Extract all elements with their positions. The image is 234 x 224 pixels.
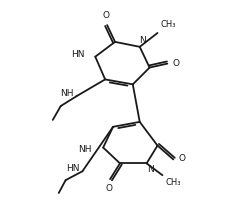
Text: N: N <box>139 36 146 45</box>
Text: O: O <box>103 11 110 20</box>
Text: CH₃: CH₃ <box>165 178 181 187</box>
Text: HN: HN <box>66 164 80 173</box>
Text: HN: HN <box>71 50 84 59</box>
Text: N: N <box>147 165 154 174</box>
Text: O: O <box>178 154 185 163</box>
Text: O: O <box>106 184 113 193</box>
Text: CH₃: CH₃ <box>161 20 176 29</box>
Text: O: O <box>172 59 179 68</box>
Text: NH: NH <box>60 89 73 98</box>
Text: NH: NH <box>78 145 91 154</box>
